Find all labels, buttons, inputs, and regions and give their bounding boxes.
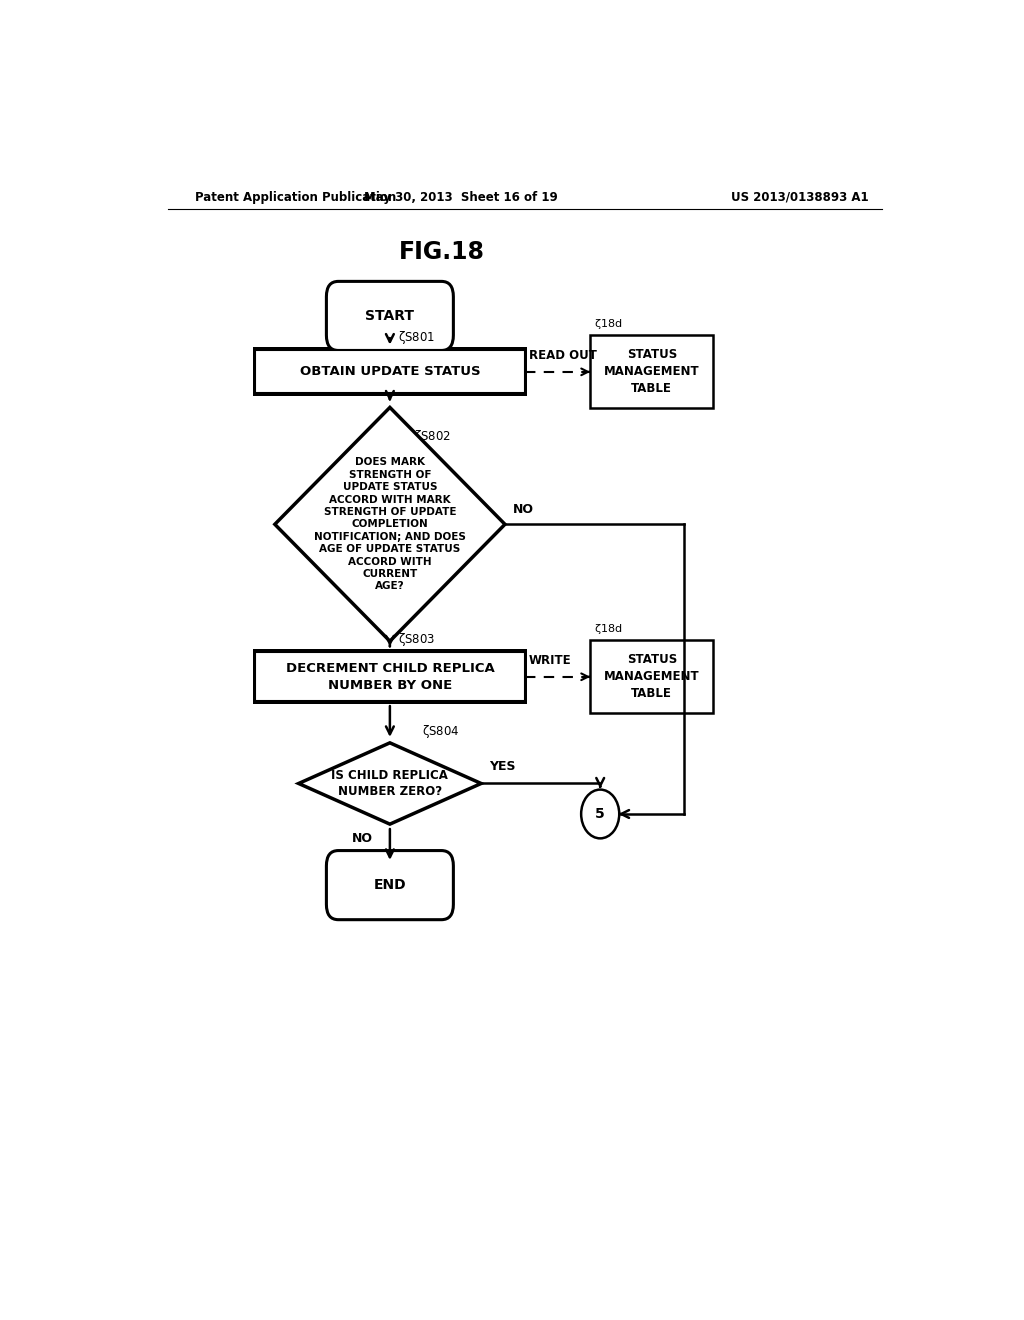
Polygon shape bbox=[299, 743, 481, 824]
Text: STATUS
MANAGEMENT
TABLE: STATUS MANAGEMENT TABLE bbox=[604, 653, 699, 701]
Text: DOES MARK
STRENGTH OF
UPDATE STATUS
ACCORD WITH MARK
STRENGTH OF UPDATE
COMPLETI: DOES MARK STRENGTH OF UPDATE STATUS ACCO… bbox=[314, 457, 466, 591]
Text: $\mathsf{\zeta}$18d: $\mathsf{\zeta}$18d bbox=[594, 317, 623, 331]
Text: STATUS
MANAGEMENT
TABLE: STATUS MANAGEMENT TABLE bbox=[604, 348, 699, 396]
Text: NO: NO bbox=[352, 833, 373, 845]
Text: US 2013/0138893 A1: US 2013/0138893 A1 bbox=[731, 190, 868, 203]
Bar bbox=[253, 347, 527, 396]
Text: YES: YES bbox=[355, 649, 382, 663]
Text: DECREMENT CHILD REPLICA
NUMBER BY ONE: DECREMENT CHILD REPLICA NUMBER BY ONE bbox=[286, 661, 495, 692]
Text: $\mathsf{\zeta}$S802: $\mathsf{\zeta}$S802 bbox=[414, 428, 451, 445]
Text: NO: NO bbox=[513, 503, 534, 516]
Text: Patent Application Publication: Patent Application Publication bbox=[196, 190, 396, 203]
Text: OBTAIN UPDATE STATUS: OBTAIN UPDATE STATUS bbox=[300, 366, 480, 379]
Text: FIG.18: FIG.18 bbox=[398, 240, 484, 264]
Text: READ OUT: READ OUT bbox=[528, 348, 597, 362]
Text: $\mathsf{\zeta}$S803: $\mathsf{\zeta}$S803 bbox=[397, 631, 435, 648]
Text: YES: YES bbox=[489, 760, 516, 774]
Text: WRITE: WRITE bbox=[528, 653, 571, 667]
Bar bbox=[255, 351, 524, 393]
Bar bbox=[255, 652, 524, 701]
Bar bbox=[253, 649, 527, 704]
Bar bbox=[590, 640, 714, 713]
Text: END: END bbox=[374, 878, 407, 892]
Text: $\mathsf{\zeta}$S801: $\mathsf{\zeta}$S801 bbox=[397, 330, 435, 346]
Polygon shape bbox=[274, 408, 505, 642]
Text: START: START bbox=[366, 309, 415, 323]
Text: May 30, 2013  Sheet 16 of 19: May 30, 2013 Sheet 16 of 19 bbox=[365, 190, 558, 203]
Text: IS CHILD REPLICA
NUMBER ZERO?: IS CHILD REPLICA NUMBER ZERO? bbox=[332, 770, 449, 799]
Bar bbox=[590, 335, 714, 408]
Text: 5: 5 bbox=[595, 807, 605, 821]
Text: $\mathsf{\zeta}$S804: $\mathsf{\zeta}$S804 bbox=[422, 723, 460, 739]
FancyBboxPatch shape bbox=[327, 281, 454, 351]
Text: $\mathsf{\zeta}$18d: $\mathsf{\zeta}$18d bbox=[594, 622, 623, 636]
FancyBboxPatch shape bbox=[327, 850, 454, 920]
Circle shape bbox=[582, 789, 620, 838]
